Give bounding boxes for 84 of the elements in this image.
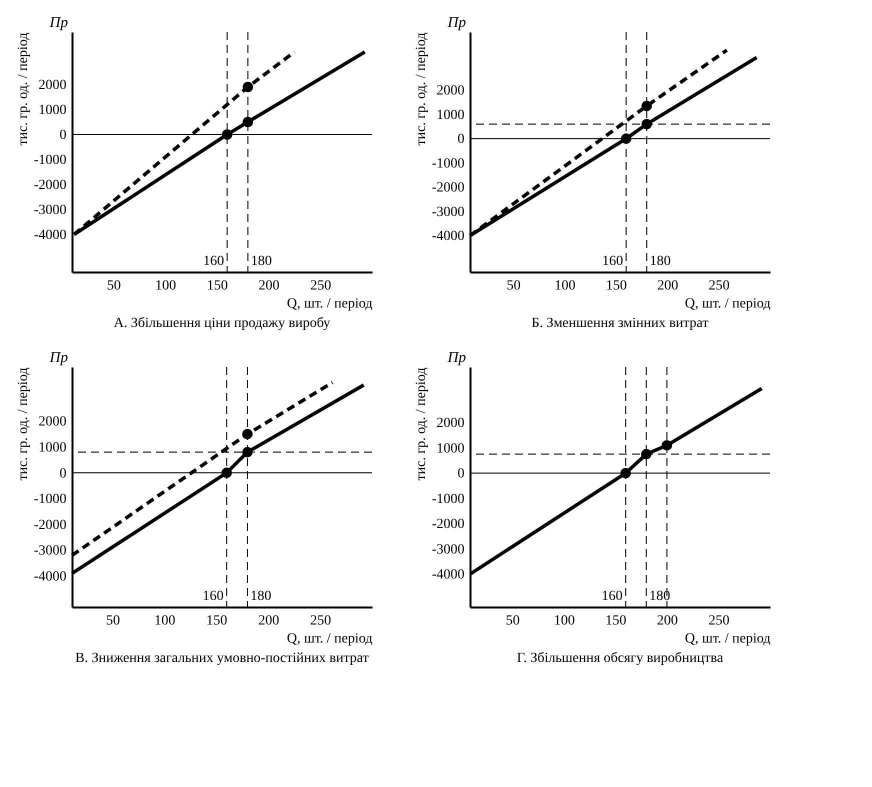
point [242,428,253,440]
ref-line-label: 180 [250,589,272,604]
x-tick-label: 50 [506,614,520,628]
ref-line-label: 160 [602,589,623,604]
y-tick-label: 0 [60,466,66,482]
x-tick-label: 150 [206,614,228,628]
text: Б. Зменшення змінних витрат [532,316,708,331]
text: Пр [48,15,68,31]
x-tick-label: 150 [606,278,627,294]
y-tick-label: 1000 [38,440,66,456]
x-tick-label: 50 [106,614,120,628]
ref-line-label: 180 [650,254,671,269]
text: Пр [446,15,466,31]
y-tick-label: -4000 [432,229,464,244]
y-tick-label: -2000 [432,180,464,196]
x-tick-label: 100 [154,614,176,628]
y-axis-title: тис. гр. од. / період [16,32,31,146]
y-tick-label: -3000 [34,203,66,218]
ref-line-label: 180 [250,254,272,269]
y-tick-label: -4000 [34,228,66,243]
ref-line-label: 160 [202,589,224,604]
text: А. Збільшення ціни продажу виробу [114,316,330,331]
text: В. Зниження загальних умовно-постійних витрат [75,651,369,666]
x-axis-title: Q, шт. / період [286,296,372,312]
x-tick-label: 150 [605,614,626,628]
point [620,468,631,478]
point [641,118,652,130]
text: Пр [48,350,68,366]
point [242,446,253,458]
x-tick-label: 150 [206,278,228,294]
y-tick-label: -2000 [432,517,464,532]
x-tick-label: 100 [155,278,176,294]
y-tick-label: 1000 [436,441,464,456]
ref-line-label: 160 [203,254,224,269]
y-tick-label: 2000 [436,416,464,432]
y-tick-label: 1000 [436,108,464,123]
y-tick-label: -3000 [432,542,464,558]
x-axis-title: Q, шт. / період [684,296,770,312]
y-tick-label: -4000 [34,570,66,585]
y-tick-label: -2000 [34,178,66,193]
y-tick-label: -1000 [432,492,464,507]
y-tick-label: -3000 [34,544,66,559]
y-tick-label: 2000 [38,414,66,430]
x-tick-label: 250 [310,614,332,628]
x-tick-label: 250 [310,278,332,294]
x-tick-label: 200 [258,278,280,294]
y-tick-label: -1000 [34,492,66,508]
y-tick-label: 0 [60,128,66,143]
point [222,129,232,140]
y-tick-label: -3000 [432,204,464,220]
y-tick-label: -4000 [432,568,464,583]
x-tick-label: 100 [554,614,575,628]
y-axis-title: тис. гр. од. / період [414,368,429,480]
point [242,82,254,92]
x-tick-label: 100 [554,278,576,294]
x-tick-label: 250 [708,278,730,294]
ref-line-label: 180 [649,589,670,604]
point [641,100,652,112]
text: Г. Збільшення обсягу виробництва [516,651,724,666]
x-axis-title: Q, шт. / період [286,632,372,646]
y-tick-label: 1000 [38,103,66,118]
point [641,448,652,460]
x-tick-label: 50 [106,278,121,294]
y-tick-label: -2000 [34,518,66,533]
y-tick-label: -1000 [34,153,66,168]
x-tick-label: 50 [506,278,521,294]
point [221,468,232,478]
x-tick-label: 200 [258,614,280,628]
point [242,116,254,128]
ref-line-label: 160 [602,254,624,269]
text: Пр [446,350,466,366]
y-tick-label: -1000 [432,156,464,172]
point [662,440,672,451]
y-tick-label: 0 [458,132,464,148]
y-tick-label: 2000 [38,78,66,93]
x-tick-label: 250 [708,614,730,628]
y-tick-label: 2000 [436,84,464,99]
y-axis-title: тис. гр. од. / період [16,368,31,480]
x-tick-label: 200 [656,614,678,628]
y-tick-label: 0 [458,466,464,482]
x-tick-label: 200 [657,278,678,294]
y-axis-title: тис. гр. од. / період [414,32,429,146]
x-axis-title: Q, шт. / період [684,632,770,646]
point [620,133,632,144]
